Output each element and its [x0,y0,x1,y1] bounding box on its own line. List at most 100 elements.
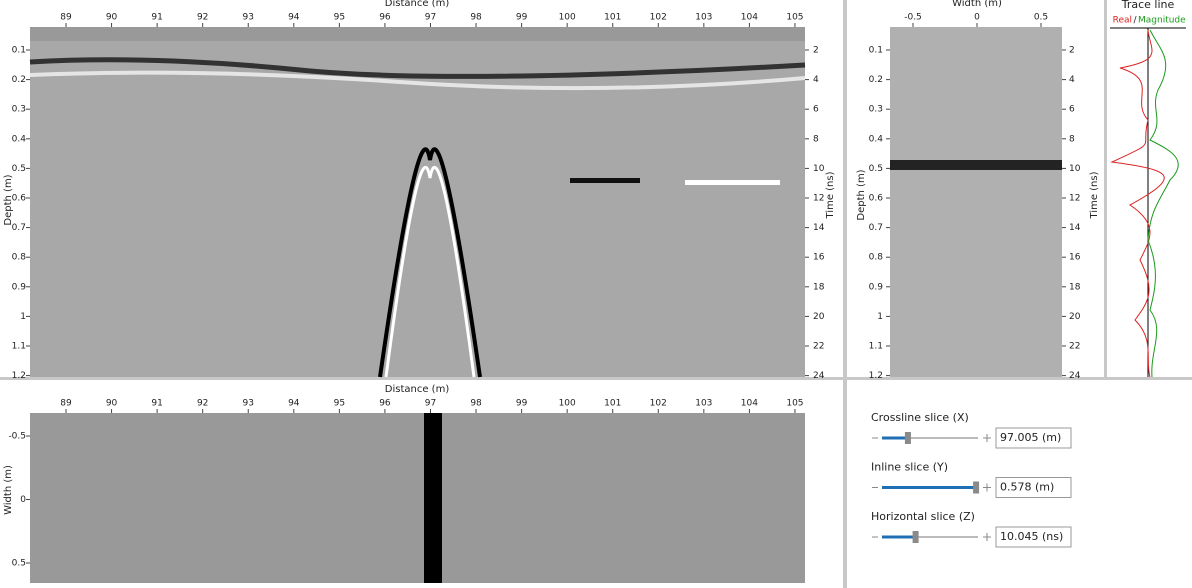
y-tick-label: 1.1 [869,342,883,352]
y-tick-label: 12 [813,194,824,204]
air-band [30,27,805,41]
inline-radargram [29,27,806,378]
slider-label: Inline slice (Y) [871,461,948,474]
x-tick-label: 92 [197,399,208,409]
y-tick-label: 6 [813,105,819,115]
y-tick-label: 16 [813,253,825,263]
y-tick-label: 4 [1069,75,1075,85]
y-tick-label: 22 [813,342,824,352]
y-tick-label: 1.2 [12,371,26,381]
y-tick-label: 0.4 [12,134,27,144]
x-tick-label: 104 [741,399,758,409]
y-tick-label: 0.3 [869,105,883,115]
image-texture [890,27,1062,377]
x-tick-label: 93 [243,399,254,409]
y-tick-label: 1.1 [12,342,26,352]
slider-label: Crossline slice (X) [871,411,969,424]
splitter[interactable] [843,0,847,588]
splitter[interactable] [0,377,1192,380]
y-tick-label: 8 [1069,134,1075,144]
y-tick-label: 0.8 [869,253,884,263]
plus-button[interactable] [983,483,991,492]
legend-real: Real [1113,16,1132,26]
depth-slice [30,413,805,583]
x-tick-label: 102 [650,13,667,23]
y-tick-label: 24 [813,371,825,381]
y-tick-label: 0.9 [12,282,27,292]
y-tick-label: 0.3 [12,105,26,115]
x-tick-label: 100 [559,13,576,23]
hyperbola [384,165,476,378]
x-tick-label: 103 [695,399,712,409]
y-tick-label: 0.4 [869,134,884,144]
slider-thumb[interactable] [912,531,919,543]
value-text: 10.045 (ns) [1000,530,1063,543]
reflector [890,160,1062,170]
plus-button[interactable] [983,533,991,541]
panel-title: Trace line [1121,0,1175,11]
x-tick-label: 93 [243,13,254,23]
y-tick-label: 0.5 [12,164,26,174]
axis-label: Time (ns) [1089,171,1100,219]
x-tick-label: 98 [470,13,482,23]
y-tick-label: 0 [20,495,26,505]
value-input[interactable] [995,526,1072,548]
axis-label: Time (ns) [825,171,836,219]
x-tick-label: 90 [106,13,118,23]
y-tick-label: 2 [1069,46,1075,56]
y-tick-label: -0.5 [8,432,26,442]
image-texture [30,27,805,377]
y-tick-label: 0.1 [12,46,26,56]
x-tick-label: 89 [60,13,72,23]
x-tick-label: 90 [106,399,118,409]
axis-label: Distance (m) [385,0,450,9]
x-tick-label: 89 [60,399,72,409]
value-text: 0.578 (m) [1000,481,1054,494]
slice-controls: Crossline slice (X) 97.005 (m) Inline slic… [871,411,1072,548]
axis-label: Width (m) [3,465,14,515]
x-tick-label: 0 [974,13,980,23]
slider-thumb[interactable] [904,432,911,444]
y-tick-label: 10 [1069,164,1081,174]
y-tick-label: 4 [813,75,819,85]
y-tick-label: 24 [1069,371,1081,381]
x-tick-label: 96 [379,399,391,409]
y-tick-label: 16 [1069,253,1081,263]
y-tick-label: 18 [813,282,825,292]
y-tick-label: 0.2 [12,75,26,85]
target-band [424,413,442,583]
y-tick-label: 18 [1069,282,1081,292]
reflector [685,180,780,185]
x-tick-label: 98 [470,399,482,409]
y-tick-label: 10 [813,164,825,174]
y-tick-label: 1.2 [869,371,883,381]
hyperbola [378,147,482,378]
x-tick-label: 97 [425,13,436,23]
x-tick-label: 101 [604,13,621,23]
trace-plot [1110,27,1186,378]
x-tick-label: 99 [516,399,528,409]
legend-separator: / [1133,16,1137,26]
plus-button[interactable] [983,434,991,442]
y-tick-label: 14 [813,223,825,233]
value-input[interactable] [995,427,1072,449]
x-tick-label: 94 [288,13,300,23]
y-tick-label: 1 [20,312,26,322]
splitter[interactable] [1104,0,1107,378]
y-tick-label: 0.5 [12,559,26,569]
image-texture [30,413,805,583]
reflector [29,70,806,91]
y-tick-label: 0.5 [869,164,883,174]
x-tick-label: 101 [604,399,621,409]
trace-real [1110,29,1165,378]
x-tick-label: 94 [288,399,300,409]
y-tick-label: 12 [1069,194,1080,204]
y-tick-label: 0.1 [869,46,883,56]
x-tick-label: 99 [516,13,528,23]
y-tick-label: 20 [813,312,825,322]
value-input[interactable] [995,477,1072,498]
slider-thumb[interactable] [973,481,980,494]
y-tick-label: 0.8 [12,253,27,263]
trace-magnitude [1147,29,1179,378]
